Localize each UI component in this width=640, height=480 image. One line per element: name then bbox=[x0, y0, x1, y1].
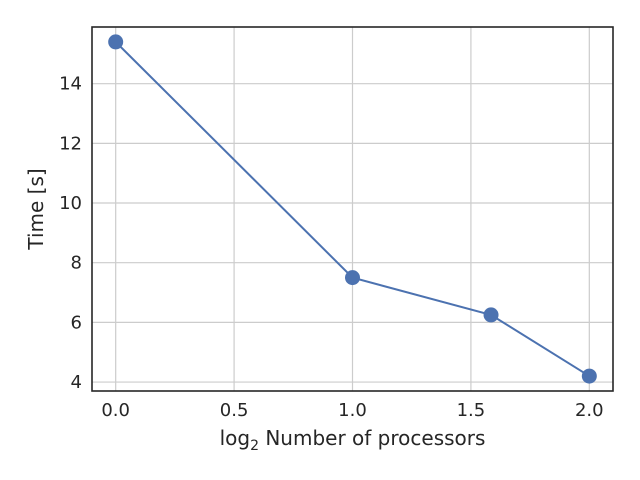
data-point-marker bbox=[483, 307, 499, 323]
y-tick-label: 10 bbox=[59, 193, 82, 214]
x-axis-title-rest: Number of processors bbox=[259, 426, 485, 450]
x-axis-title-subscript: 2 bbox=[250, 438, 259, 454]
x-tick-label: 0.0 bbox=[101, 400, 130, 421]
data-point-marker bbox=[581, 368, 597, 384]
x-tick-label: 1.0 bbox=[338, 400, 367, 421]
y-tick-label: 14 bbox=[59, 74, 82, 95]
data-point-marker bbox=[345, 270, 360, 286]
x-tick-label: 2.0 bbox=[575, 400, 604, 421]
x-grid-lines bbox=[115, 27, 590, 391]
y-grid-lines bbox=[92, 83, 613, 383]
y-tick-label: 8 bbox=[71, 253, 82, 274]
y-tick-label: 6 bbox=[71, 312, 82, 333]
data-point-marker bbox=[108, 34, 124, 50]
x-tick-label: 1.5 bbox=[457, 400, 486, 421]
plot-frame bbox=[91, 26, 614, 392]
y-tick-label: 4 bbox=[71, 372, 82, 393]
y-tick-label: 12 bbox=[59, 133, 82, 154]
x-axis-title: log2 Number of processors bbox=[220, 426, 486, 454]
series-line bbox=[114, 41, 590, 377]
y-axis-title: Time [s] bbox=[24, 168, 48, 250]
y-tick-labels: 4 6 8 10 12 14 bbox=[59, 74, 82, 393]
x-axis-title-base: log bbox=[220, 426, 251, 450]
series-layer bbox=[108, 34, 597, 384]
x-tick-label: 0.5 bbox=[220, 400, 249, 421]
x-tick-labels: 0.0 0.5 1.0 1.5 2.0 bbox=[101, 400, 603, 421]
